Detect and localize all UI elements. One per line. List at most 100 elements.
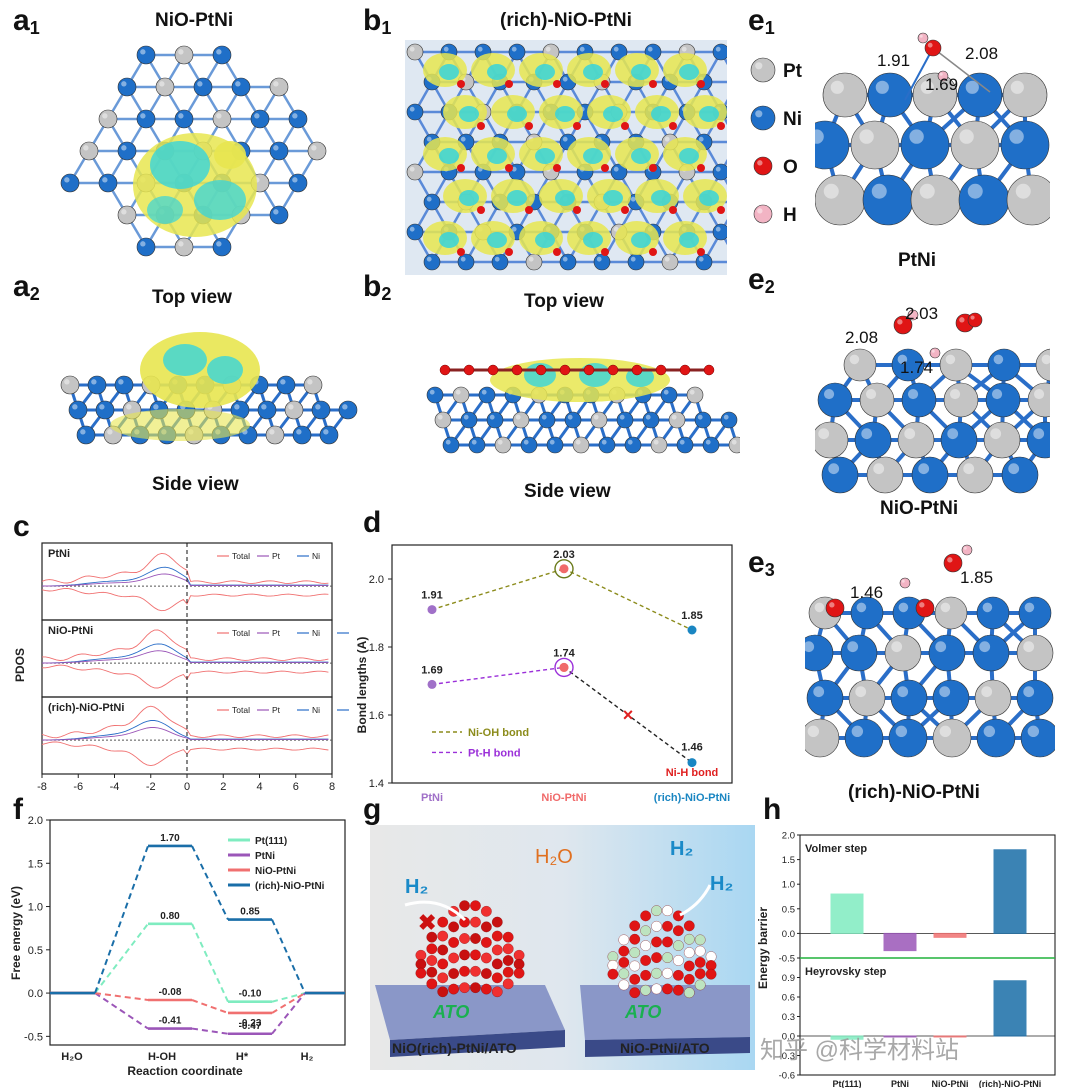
y-tick-label: 2.0 <box>369 574 384 586</box>
pt-atom <box>452 386 470 404</box>
atom-highlight <box>515 414 521 420</box>
h2-label-right-2: H₂ <box>710 873 733 895</box>
nio-particle-atom <box>481 921 492 933</box>
x-category-label: (rich)-NiO-PtNi <box>654 792 730 804</box>
atom-highlight <box>630 196 636 202</box>
ni-atom <box>676 436 694 454</box>
ni-atom <box>720 411 738 429</box>
atom-highlight <box>311 145 317 151</box>
pt-atom <box>590 411 608 429</box>
highlight-circle <box>554 657 574 678</box>
atom-highlight <box>91 379 97 385</box>
charge-lobe <box>507 190 527 206</box>
atom-highlight <box>593 414 599 420</box>
o-atom <box>553 248 561 256</box>
data-label: 1.74 <box>553 647 575 659</box>
transition-line <box>94 923 149 994</box>
atom-highlight <box>813 686 825 698</box>
atom-highlight <box>545 46 551 52</box>
ni-atom <box>276 375 296 395</box>
atom-highlight <box>140 113 146 119</box>
nio-particle-atom <box>502 955 514 966</box>
nio-particle-atom <box>437 986 449 998</box>
bond-length-label: 2.08 <box>845 328 878 347</box>
panel-label-a1: a1 <box>13 4 40 39</box>
charge-lobe <box>679 64 699 80</box>
atom-highlight <box>757 208 763 214</box>
atom-highlight <box>288 404 294 410</box>
y-tick-label: 0.0 <box>782 1032 795 1043</box>
pt-atom <box>956 456 994 494</box>
atom-highlight <box>982 602 993 613</box>
ni-atom <box>817 382 853 418</box>
ni-atom <box>319 425 339 445</box>
pt-atom <box>1016 634 1054 672</box>
o-atom <box>697 80 705 88</box>
pt-atom <box>843 348 877 382</box>
atom-highlight <box>755 110 763 118</box>
pt-atom <box>572 436 590 454</box>
pt-atom <box>822 72 868 118</box>
atom-highlight <box>807 725 820 738</box>
panel-label-e2: e2 <box>748 263 775 298</box>
panel-title-e3: (rich)-NiO-PtNi <box>848 782 980 803</box>
atom-highlight <box>99 404 105 410</box>
h2-label-right-1: H₂ <box>670 838 693 860</box>
atom-highlight <box>437 414 443 420</box>
y-tick-label: 2.0 <box>782 831 795 842</box>
charge-lobe <box>651 106 671 122</box>
o-atom <box>717 206 725 214</box>
pt-atom <box>650 436 668 454</box>
o-atom <box>679 364 691 376</box>
atom-highlight <box>859 129 874 144</box>
o-atom <box>697 164 705 172</box>
nio-particle-atom <box>459 900 470 912</box>
atom-highlight <box>523 439 529 445</box>
ni-atom <box>257 400 277 420</box>
atom-highlight <box>949 388 961 400</box>
nio-particle-atom <box>491 944 503 956</box>
atom-highlight <box>630 256 636 262</box>
atom-highlight <box>871 183 887 199</box>
ni-atom <box>193 77 213 97</box>
atom-highlight <box>828 463 840 475</box>
charge-lobe <box>583 64 603 80</box>
nio-ptni-particle-atom <box>662 952 673 963</box>
o-atom <box>525 122 533 130</box>
ni-atom <box>442 436 460 454</box>
nio-particle-atom <box>470 933 481 944</box>
panel-title-e1: PtNi <box>898 250 936 271</box>
charge-density-cloud <box>490 358 670 402</box>
nio-ptni-particle-atom <box>651 905 662 917</box>
ni-atom <box>624 436 642 454</box>
ni-atom <box>1026 421 1050 459</box>
transition-line <box>271 992 306 1003</box>
atom-highlight <box>947 557 953 563</box>
ni-atom <box>890 679 928 717</box>
ni-atom <box>212 237 232 257</box>
pt-atom <box>1027 382 1050 418</box>
pt-atom <box>934 596 968 630</box>
ni-atom <box>702 436 720 454</box>
pt-atom <box>406 163 424 181</box>
data-label: 1.69 <box>421 664 442 676</box>
atom-highlight <box>1027 725 1040 738</box>
data-label: 2.03 <box>553 549 574 561</box>
atom-highlight <box>909 129 924 144</box>
charge-lobe <box>699 106 719 122</box>
nio-ptni-particle-atom <box>629 920 641 932</box>
o-atom <box>457 248 465 256</box>
ni-atom <box>491 253 509 271</box>
ni-atom <box>694 411 712 429</box>
atom-highlight <box>829 602 835 608</box>
o-atom <box>631 364 643 376</box>
ni-atom <box>862 174 914 226</box>
charge-lobe <box>459 106 479 122</box>
legend-atom-ni <box>750 105 776 131</box>
nio-ptni-particle-atom <box>662 967 673 979</box>
atom-highlight <box>1010 80 1024 94</box>
atom-highlight <box>861 428 873 440</box>
ni-atom <box>87 375 107 395</box>
pt-atom <box>859 382 895 418</box>
pt-atom <box>1035 348 1050 382</box>
